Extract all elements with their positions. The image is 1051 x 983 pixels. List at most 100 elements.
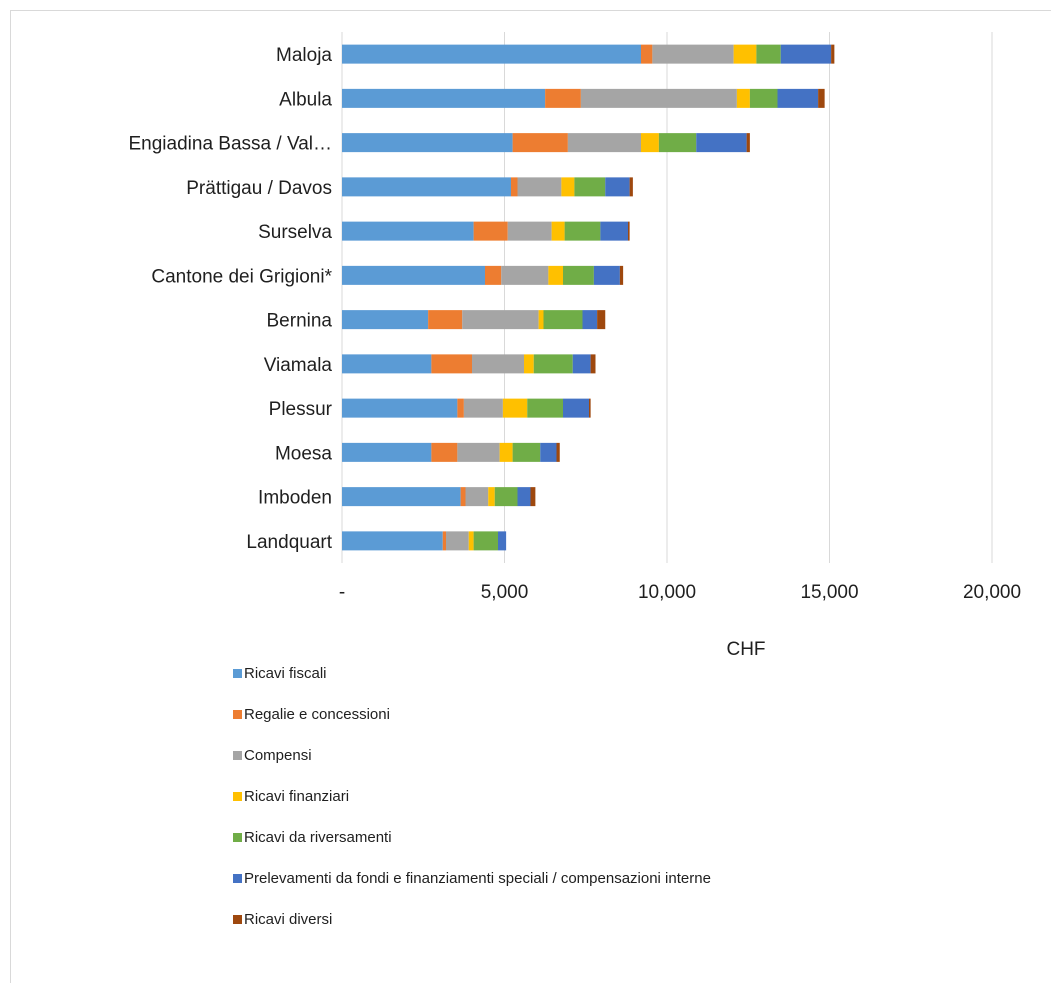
bar-segment xyxy=(524,354,534,374)
bar-segment xyxy=(563,398,589,418)
x-tick-label: 15,000 xyxy=(800,582,858,603)
category-label: Viamala xyxy=(264,355,333,376)
bar-segment xyxy=(473,221,508,241)
bar-segment xyxy=(530,487,536,507)
category-label: Maloja xyxy=(276,45,332,66)
legend-swatch xyxy=(233,750,242,760)
bar-segment xyxy=(556,442,560,462)
bar-segment xyxy=(457,442,500,462)
bar-segment xyxy=(696,133,747,153)
bar-segment xyxy=(600,221,628,241)
bar-segment xyxy=(342,442,432,462)
legend-item: Ricavi da riversamenti xyxy=(233,827,392,847)
legend-item: Regalie e concessioni xyxy=(233,704,390,724)
legend-label: Regalie e concessioni xyxy=(244,705,390,723)
bar-segment xyxy=(462,310,539,330)
bar-segment xyxy=(589,398,591,418)
bar-segment xyxy=(572,354,591,374)
bar-segment xyxy=(746,133,750,153)
legend-item: Compensi xyxy=(233,745,312,765)
bar-segment xyxy=(629,177,633,197)
bar-segment xyxy=(342,88,546,108)
category-label: Albula xyxy=(279,89,332,110)
bar-segment xyxy=(564,221,601,241)
category-label: Prättigau / Davos xyxy=(186,178,332,199)
bar-segment xyxy=(488,487,495,507)
legend-swatch xyxy=(233,709,242,719)
bar-segment xyxy=(460,487,466,507)
category-label: Surselva xyxy=(258,222,332,243)
bar-segment xyxy=(342,354,432,374)
category-label: Engiadina Bassa / Val… xyxy=(129,134,333,155)
bar-segment xyxy=(561,177,575,197)
legend-item: Prelevamenti da fondi e finanziamenti sp… xyxy=(233,868,711,888)
bar-segment xyxy=(342,531,443,551)
bar-segment xyxy=(463,398,503,418)
x-axis-title: CHF xyxy=(726,639,765,660)
category-label: Plessur xyxy=(269,399,333,420)
bar-segment xyxy=(736,88,750,108)
bar-segment xyxy=(442,531,446,551)
bar-segment xyxy=(597,310,606,330)
bar-segment xyxy=(756,44,781,64)
bar-segment xyxy=(468,531,474,551)
bar-segment xyxy=(590,354,596,374)
legend-item: Ricavi fiscali xyxy=(233,663,327,683)
bar-segment xyxy=(574,177,606,197)
bar-segment xyxy=(538,310,544,330)
bar-segment xyxy=(517,177,562,197)
legend-item: Ricavi finanziari xyxy=(233,786,349,806)
bar-segment xyxy=(582,310,598,330)
bar-segment xyxy=(628,221,630,241)
bar-segment xyxy=(567,133,641,153)
bar-segment xyxy=(777,88,819,108)
bar-segment xyxy=(473,531,498,551)
bar-segment xyxy=(831,44,835,64)
bar-segment xyxy=(342,265,485,285)
bar-segment xyxy=(551,221,565,241)
legend-label: Compensi xyxy=(244,746,312,764)
legend-swatch xyxy=(233,832,242,842)
bar-segment xyxy=(342,487,461,507)
legend-label: Prelevamenti da fondi e finanziamenti sp… xyxy=(244,869,711,887)
bar-segment xyxy=(641,44,653,64)
bar-segment xyxy=(342,44,641,64)
bar-segment xyxy=(498,531,507,551)
bar-segment xyxy=(512,133,568,153)
bar-segment xyxy=(605,177,630,197)
bar-segment xyxy=(511,177,518,197)
bar-segment xyxy=(517,487,531,507)
bar-segment xyxy=(342,398,458,418)
legend-swatch xyxy=(233,914,242,924)
bar-segment xyxy=(527,398,563,418)
x-tick-labels: - 5,000 10,000 15,000 20,000 xyxy=(339,582,1021,603)
bar-segment xyxy=(342,133,513,153)
legend-swatch xyxy=(233,873,242,883)
legend-label: Ricavi da riversamenti xyxy=(244,828,392,846)
legend-swatch xyxy=(233,668,242,678)
bars xyxy=(342,44,835,551)
bar-segment xyxy=(580,88,737,108)
legend-label: Ricavi fiscali xyxy=(244,664,327,682)
x-tick-label: 10,000 xyxy=(638,582,696,603)
bar-segment xyxy=(431,442,458,462)
legend-label: Ricavi finanziari xyxy=(244,787,350,805)
bar-segment xyxy=(733,44,757,64)
category-label: Imboden xyxy=(258,488,332,509)
bar-segment xyxy=(619,265,624,285)
x-tick-label: - xyxy=(339,582,345,603)
bar-segment xyxy=(472,354,524,374)
legend-item: Ricavi diversi xyxy=(233,909,332,929)
bar-segment xyxy=(485,265,502,285)
bar-segment xyxy=(499,442,513,462)
bar-segment xyxy=(494,487,518,507)
bar-segment xyxy=(502,398,528,418)
legend-label: Ricavi diversi xyxy=(244,910,333,928)
bar-segment xyxy=(593,265,620,285)
bar-segment xyxy=(749,88,778,108)
bar-segment xyxy=(457,398,464,418)
gridlines xyxy=(341,32,993,563)
bar-segment xyxy=(342,177,511,197)
category-labels: Maloja Albula Engiadina Bassa / Val… Prätti… xyxy=(129,45,333,553)
